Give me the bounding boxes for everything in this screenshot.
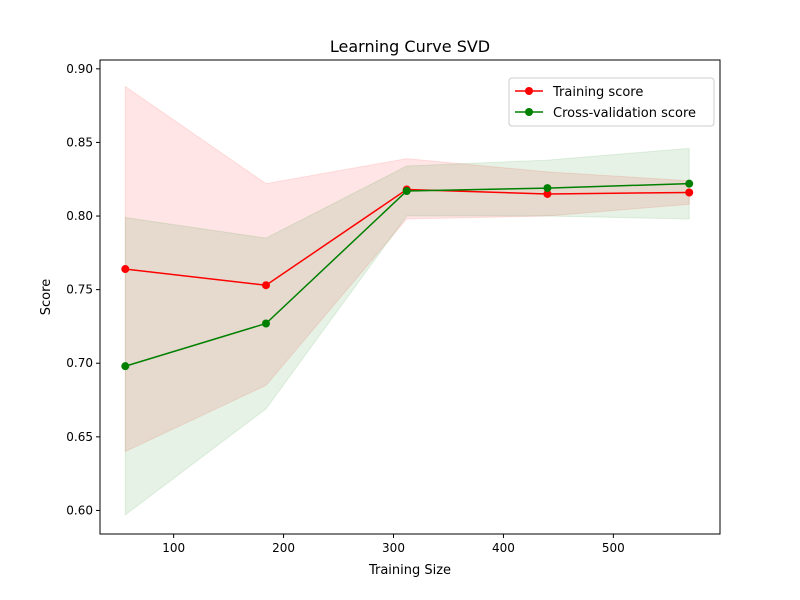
y-tick-label: 0.60: [66, 503, 93, 517]
legend: Training score Cross-validation score: [508, 77, 715, 127]
legend-marker-cross-validation: [525, 108, 533, 116]
legend-box: [508, 77, 715, 127]
plot-frame: [99, 59, 721, 535]
x-tick-label: 500: [602, 541, 625, 555]
y-tick-label: 0.75: [66, 283, 93, 297]
data-point-cross-validation: [402, 187, 411, 196]
x-axis: 100 200 300 400 500: [162, 534, 625, 555]
legend-marker-training: [525, 87, 533, 95]
confidence-band-training: [124, 85, 690, 453]
series-points: [121, 179, 694, 371]
data-point-training: [121, 265, 130, 274]
data-point-cross-validation: [543, 184, 552, 193]
chart-title: Learning Curve SVD: [330, 37, 490, 56]
x-tick-label: 300: [382, 541, 405, 555]
y-tick-label: 0.90: [66, 62, 93, 76]
x-tick-label: 100: [162, 541, 185, 555]
data-point-cross-validation: [685, 179, 694, 188]
y-tick-label: 0.65: [66, 430, 93, 444]
x-tick-label: 400: [492, 541, 515, 555]
legend-label-cross-validation: Cross-validation score: [553, 106, 696, 121]
data-point-training: [261, 281, 270, 290]
confidence-bands: [124, 85, 690, 516]
y-axis: 0.60 0.65 0.70 0.75 0.80 0.85 0.90: [66, 62, 100, 517]
x-tick-label: 200: [272, 541, 295, 555]
y-tick-label: 0.80: [66, 209, 93, 223]
y-axis-label: Score: [39, 279, 54, 315]
data-point-cross-validation: [261, 319, 270, 328]
confidence-band-cross-validation: [124, 147, 690, 516]
data-point-cross-validation: [121, 362, 130, 371]
y-tick-label: 0.70: [66, 356, 93, 370]
legend-label-training: Training score: [552, 85, 643, 100]
data-point-training: [543, 189, 552, 198]
data-point-training: [685, 188, 694, 197]
x-axis-label: Training Size: [368, 563, 451, 578]
y-tick-label: 0.85: [66, 135, 93, 149]
